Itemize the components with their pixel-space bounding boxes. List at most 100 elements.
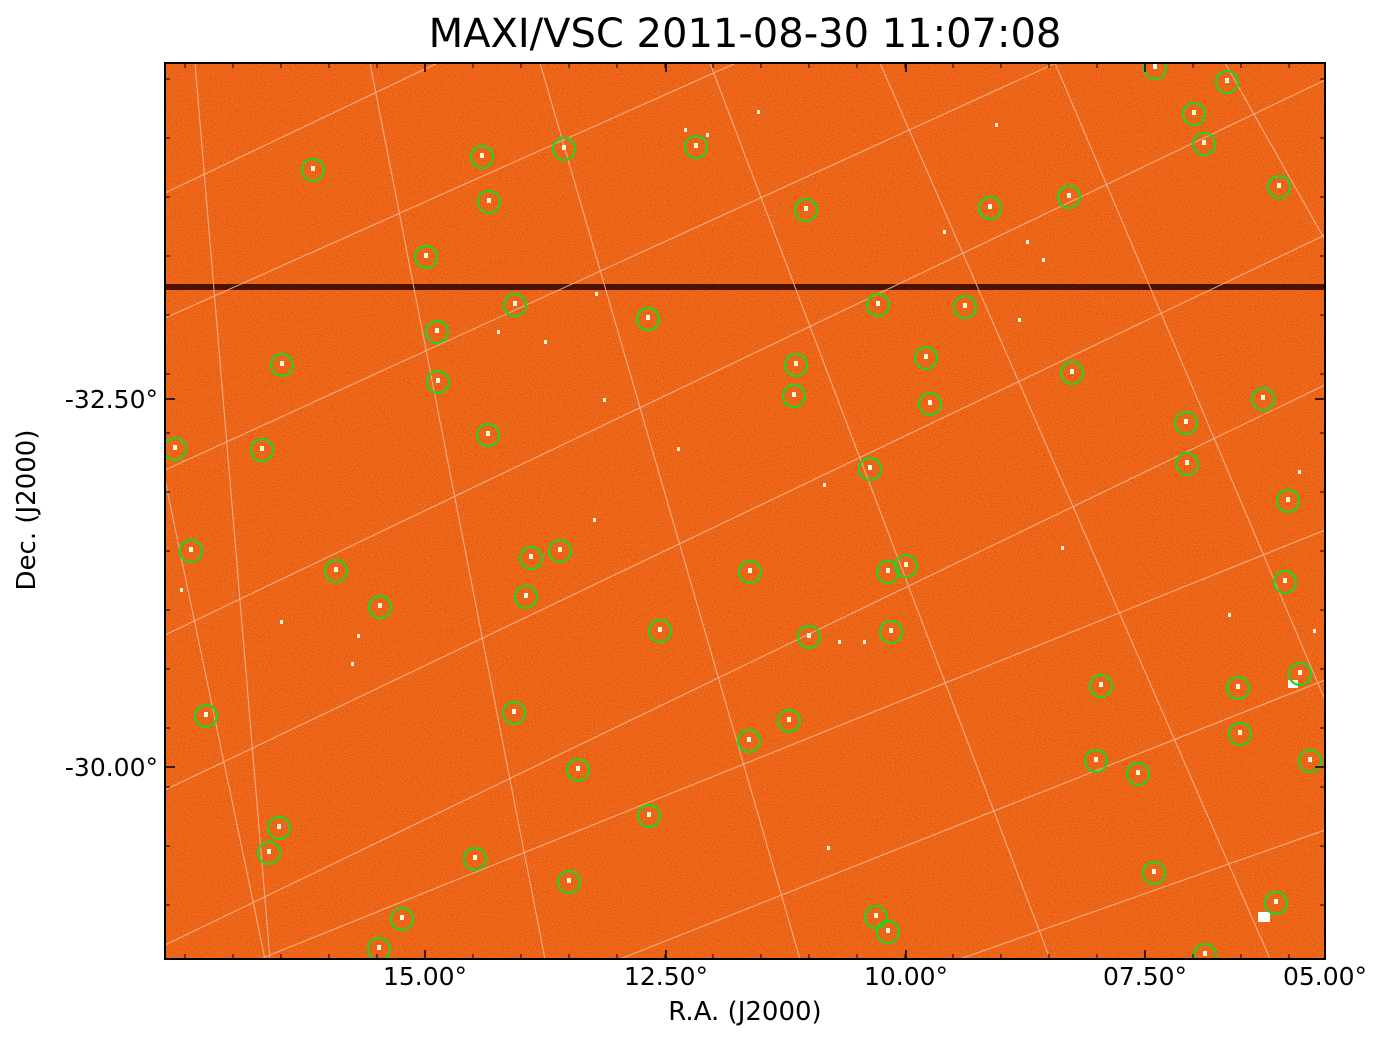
source-circle — [647, 618, 673, 644]
source-circle — [736, 728, 762, 754]
source-circle — [518, 545, 544, 571]
bright-pixel — [260, 446, 264, 451]
source-circle — [425, 369, 451, 395]
bright-pixel — [378, 603, 382, 608]
bright-pixel — [827, 846, 830, 850]
bright-pixel — [988, 204, 992, 209]
dark-streak — [165, 284, 1325, 290]
bright-pixel — [646, 315, 650, 320]
bright-pixel — [576, 766, 580, 771]
grid-line — [165, 63, 439, 194]
bright-pixel — [377, 945, 381, 950]
bright-pixel — [558, 547, 562, 552]
grid-line — [879, 63, 1271, 959]
bright-pixel — [424, 253, 428, 258]
bright-pixel — [280, 361, 284, 366]
bright-pixel — [1136, 770, 1140, 775]
source-circle — [683, 134, 709, 160]
source-circle — [1297, 748, 1323, 774]
source-circle — [1056, 184, 1082, 210]
x-tick-label: 10.00° — [864, 962, 948, 991]
image-area — [165, 63, 1325, 959]
source-circle — [917, 391, 943, 417]
bright-pixel — [524, 593, 528, 598]
source-circle — [323, 558, 349, 584]
x-tick-label: 12.50° — [624, 962, 708, 991]
bright-pixel — [593, 518, 596, 522]
source-circle — [1181, 101, 1207, 127]
bright-pixel — [1274, 899, 1278, 904]
bright-pixel — [757, 110, 760, 114]
source-circle — [556, 869, 582, 895]
source-circle — [367, 594, 393, 620]
source-circle — [502, 292, 528, 318]
bright-pixel — [480, 153, 484, 158]
source-circle — [413, 244, 439, 270]
bright-pixel — [1192, 110, 1196, 115]
source-circle — [256, 840, 282, 866]
bright-pixel — [823, 483, 826, 487]
bright-pixel — [747, 737, 751, 742]
source-circle — [178, 538, 204, 564]
source-circle — [1088, 673, 1114, 699]
grid-line — [165, 234, 1325, 791]
bright-pixel — [487, 198, 491, 203]
source-circle — [1083, 748, 1109, 774]
bright-pixel — [807, 633, 811, 638]
source-circle — [462, 846, 488, 872]
bright-pixel — [529, 554, 533, 559]
x-tick-label: 07.50° — [1103, 962, 1187, 991]
y-tick-label: -32.50° — [65, 385, 158, 414]
source-circle — [865, 292, 891, 318]
bright-pixel — [1185, 460, 1189, 465]
bright-pixel — [173, 445, 177, 450]
x-tick-label: 05.00° — [1283, 962, 1367, 991]
bright-pixel — [436, 378, 440, 383]
grid-line — [165, 479, 266, 959]
bright-pixel — [1153, 64, 1157, 69]
grid-line — [259, 529, 1325, 959]
source-circle — [424, 319, 450, 345]
bright-pixel — [595, 292, 598, 296]
bright-pixel — [486, 431, 490, 436]
source-circle — [501, 700, 527, 726]
bright-pixel — [706, 133, 709, 137]
plot-frame — [164, 62, 1326, 960]
bright-pixel — [804, 206, 808, 211]
bright-pixel — [792, 392, 796, 397]
bright-pixel — [435, 328, 439, 333]
bright-pixel — [544, 340, 547, 344]
bright-pixel — [838, 640, 841, 644]
source-circle — [476, 189, 502, 215]
source-circle — [863, 904, 889, 930]
bright-pixel — [277, 824, 281, 829]
bright-pixel — [677, 447, 680, 451]
bright-pixel — [794, 361, 798, 366]
source-circle — [875, 919, 901, 945]
bright-pixel — [1286, 497, 1290, 502]
bright-pixel — [1288, 680, 1298, 688]
grid-line — [1224, 63, 1325, 241]
source-circle — [952, 294, 978, 320]
bright-pixel — [1261, 395, 1265, 400]
bright-pixel — [1283, 578, 1287, 583]
source-circle — [469, 144, 495, 170]
source-circle — [1125, 761, 1151, 787]
source-circle — [781, 383, 807, 409]
source-circle — [977, 195, 1003, 221]
source-circle — [1225, 675, 1251, 701]
bright-pixel — [512, 709, 516, 714]
bright-pixel — [943, 230, 946, 234]
source-circle — [1141, 860, 1167, 886]
grid-line — [165, 384, 1325, 946]
bright-pixel — [1258, 912, 1270, 922]
bright-pixel — [1094, 757, 1098, 762]
source-circle — [249, 437, 275, 463]
bright-pixel — [868, 465, 872, 470]
bright-pixel — [1018, 318, 1021, 322]
source-circle — [193, 703, 219, 729]
bright-pixel — [1225, 78, 1229, 83]
bright-pixel — [874, 913, 878, 918]
grid-line — [1054, 63, 1325, 701]
